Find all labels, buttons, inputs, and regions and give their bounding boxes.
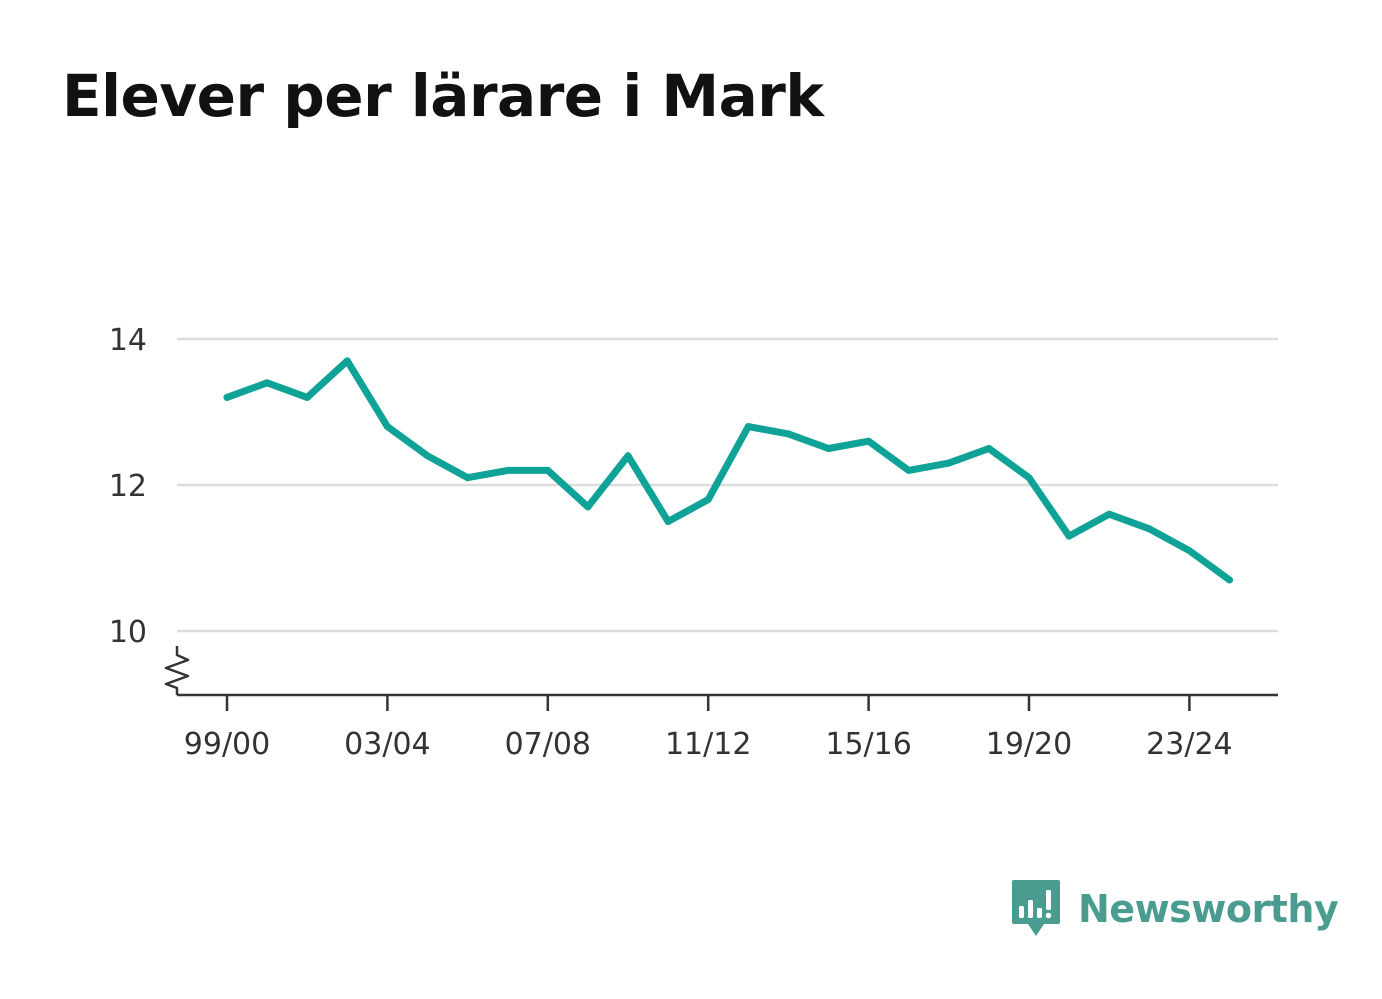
data-point (504, 466, 512, 474)
data-point (383, 423, 391, 431)
data-point (343, 357, 351, 365)
data-point (624, 452, 632, 460)
y-tick-label: 12 (109, 469, 147, 504)
data-point (945, 459, 953, 467)
x-tick-label: 03/04 (344, 727, 430, 762)
data-point (704, 496, 712, 504)
data-point (263, 379, 271, 387)
y-axis-break-icon (164, 646, 190, 695)
x-ticks: 99/00 03/04 07/08 11/12 15/16 19/20 23/24 (184, 695, 1233, 762)
data-point (584, 503, 592, 511)
series-line-0 (223, 357, 1233, 584)
x-tick-label: 23/24 (1146, 727, 1232, 762)
x-tick-label: 11/12 (665, 727, 751, 762)
data-point (1226, 576, 1233, 584)
newsworthy-logo: Newsworthy (1010, 878, 1339, 940)
series-layer (223, 357, 1233, 584)
data-point (865, 437, 873, 445)
data-point (1105, 510, 1113, 518)
x-tick-label: 19/20 (986, 727, 1072, 762)
data-point (1065, 532, 1073, 540)
brand-name: Newsworthy (1078, 887, 1339, 931)
data-point (303, 393, 311, 401)
data-point (1145, 525, 1153, 533)
data-point (664, 518, 672, 525)
data-point (223, 393, 231, 401)
y-tick-label: 14 (109, 323, 147, 358)
y-tick-labels: 10 12 14 (109, 323, 147, 650)
data-point (905, 466, 913, 474)
data-point (784, 430, 792, 438)
gridlines (177, 337, 1278, 633)
data-point (464, 474, 472, 482)
x-axis (164, 646, 1278, 697)
data-point (744, 423, 752, 431)
y-tick-label: 10 (109, 615, 147, 650)
chart-title: Elever per lärare i Mark (62, 62, 824, 130)
data-point (1185, 547, 1193, 555)
data-point (424, 452, 431, 460)
data-point (1025, 474, 1033, 482)
x-tick-label: 07/08 (505, 727, 591, 762)
data-point (544, 466, 552, 474)
bar-chart-bubble-icon (1012, 880, 1060, 936)
data-point (825, 445, 832, 452)
x-tick-label: 99/00 (184, 727, 270, 762)
data-point (985, 445, 993, 452)
x-tick-label: 15/16 (825, 727, 911, 762)
